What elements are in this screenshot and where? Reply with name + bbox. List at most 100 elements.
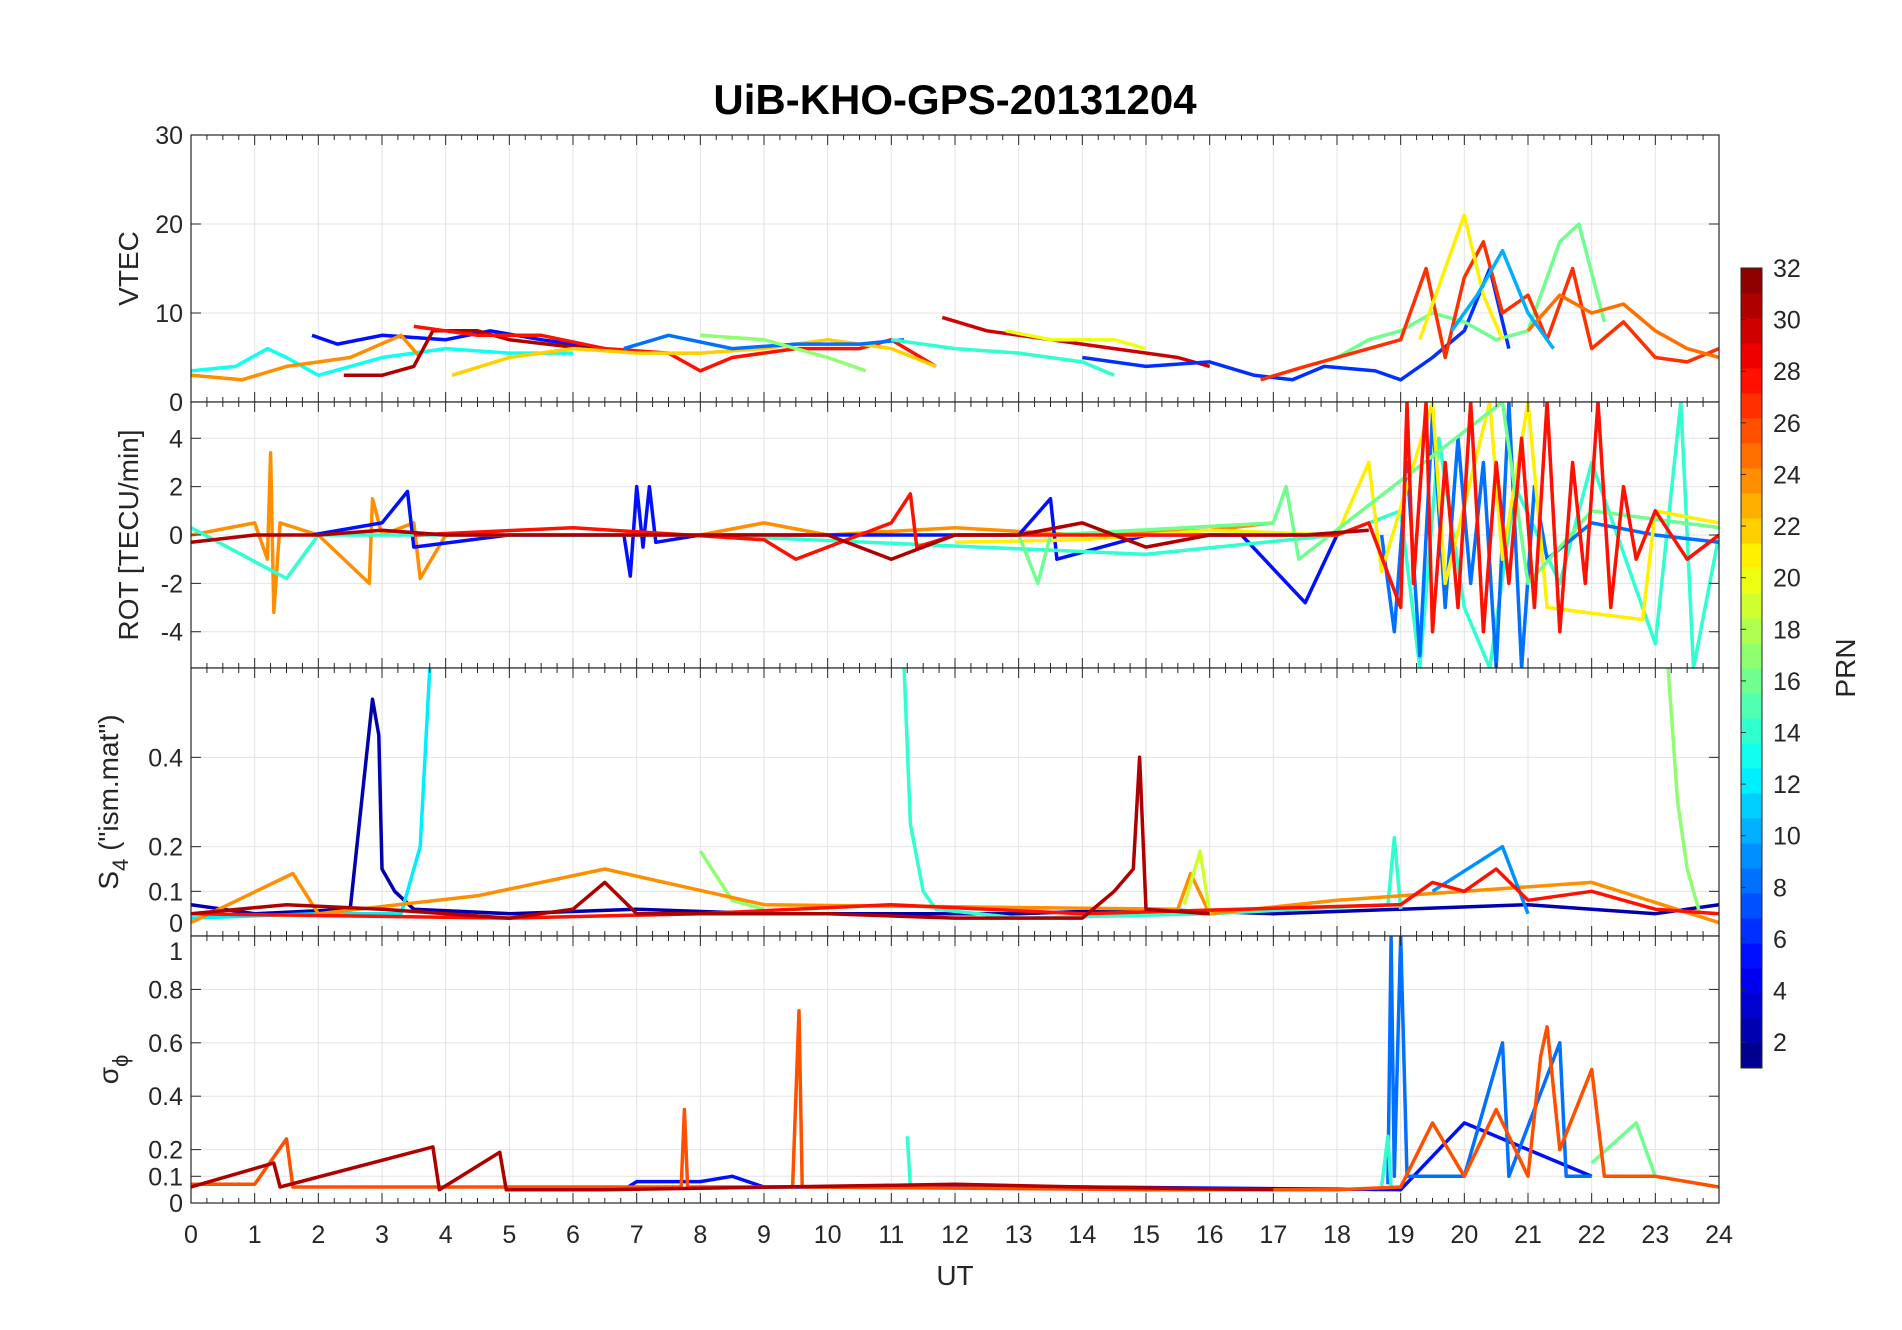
y-tick-label: 0.1 (148, 1163, 183, 1191)
y-tick-label: 0.4 (148, 1083, 183, 1111)
colorbar-swatch (1741, 843, 1762, 869)
y-tick-label: 20 (155, 211, 183, 239)
colorbar-tick-label: 14 (1773, 720, 1801, 748)
series-line-prn-21 (1418, 213, 1505, 341)
y-tick-label: 0.2 (148, 834, 183, 862)
y-tick-label: 0.6 (148, 1030, 183, 1058)
colorbar-swatch (1741, 393, 1762, 419)
colorbar-tick-label: 12 (1773, 771, 1801, 799)
x-tick-labels: 0 1 2 3 4 5 6 7 8 9 10 11 12 13 14 15 16 17 18 19 20 21 22 23 24 (184, 1221, 1733, 1249)
series-group (191, 936, 1719, 1192)
colorbar-label: PRN (1830, 638, 1861, 697)
series-line-prn-6 (1082, 266, 1511, 382)
y-axis-label: σϕ (93, 1055, 133, 1085)
colorbar-tick-label: 18 (1773, 616, 1801, 644)
x-tick-label: 22 (1578, 1221, 1606, 1249)
colorbar-swatch (1741, 793, 1762, 819)
series-line-prn-28 (413, 402, 1719, 634)
y-tick-label: 0 (169, 910, 183, 938)
x-tick-label: 3 (375, 1221, 389, 1249)
colorbar-tick-label: 24 (1773, 461, 1801, 489)
series-line-prn-25 (1526, 293, 1719, 360)
y-tick-label: 4 (169, 425, 183, 453)
series-line-prn-27 (1260, 240, 1719, 382)
colorbar-tick-label: 10 (1773, 823, 1801, 851)
colorbar-tick-label: 26 (1773, 410, 1801, 438)
series-line-prn-14 (905, 1136, 913, 1188)
colorbar-tick-label: 28 (1773, 358, 1801, 386)
series-line-prn-16 (1017, 402, 1719, 586)
y-tick-label: 0.2 (148, 1137, 183, 1165)
x-tick-label: 11 (878, 1221, 904, 1249)
colorbar-swatch (1741, 768, 1762, 794)
x-tick-label: 16 (1196, 1221, 1224, 1249)
y-axis-label: ROT [TECU/min] (113, 429, 144, 640)
y-label-subscript: ϕ (108, 1055, 133, 1067)
series-line-prn-5 (311, 329, 606, 351)
series-group (191, 402, 1719, 668)
series-line-prn-19 (1182, 849, 1212, 914)
y-tick-label: 0.4 (148, 744, 183, 772)
series-line-prn-16 (1336, 222, 1607, 360)
series-line-prn-13 (191, 346, 573, 378)
y-axis-label: VTEC (113, 231, 144, 306)
colorbar-swatch (1741, 643, 1762, 669)
y-axis-label: S4 ("ism.mat") (93, 714, 133, 889)
colorbar-swatch (1741, 893, 1762, 919)
colorbar-swatch (1741, 568, 1762, 594)
x-tick-label: 1 (248, 1221, 262, 1249)
x-axis-label: UT (936, 1260, 973, 1291)
y-tick-label: 0.1 (148, 878, 183, 906)
x-tick-label: 20 (1450, 1221, 1478, 1249)
colorbar-swatch (1741, 368, 1762, 394)
x-tick-label: 18 (1323, 1221, 1351, 1249)
x-tick-label: 9 (757, 1221, 771, 1249)
x-tick-label: 15 (1132, 1221, 1160, 1249)
colorbar-swatch (1741, 968, 1762, 994)
y-tick-label: -2 (161, 570, 183, 598)
colorbar-swatch (1741, 668, 1762, 694)
series-line-prn-17 (698, 850, 765, 911)
y-tick-label: 0 (169, 389, 183, 417)
x-tick-label: 19 (1387, 1221, 1415, 1249)
colorbar-swatch (1741, 468, 1762, 494)
y-label-subscript: 4 (108, 859, 133, 871)
x-tick-label: 14 (1068, 1221, 1096, 1249)
panel-0: 0 10 20 30 VTEC (113, 122, 1720, 417)
colorbar-swatch (1741, 543, 1762, 569)
series-line-prn-21 (954, 402, 1719, 622)
series-line-prn-31 (191, 1145, 1274, 1192)
colorbar-tick-label: 2 (1773, 1029, 1787, 1057)
y-label-main: VTEC (113, 231, 144, 306)
axes-box (190, 935, 1720, 1204)
colorbar-swatch (1741, 943, 1762, 969)
x-tick-label: 0 (184, 1221, 198, 1249)
x-tick-label: 17 (1259, 1221, 1287, 1249)
colorbar-tick-label: 22 (1773, 513, 1801, 541)
series-line-prn-14 (891, 337, 1115, 377)
y-tick-label: 0.8 (148, 976, 183, 1004)
colorbar-swatch (1741, 443, 1762, 469)
x-tick-label: 21 (1514, 1221, 1542, 1249)
colorbar-swatch (1741, 993, 1762, 1019)
colorbar-swatch (1741, 318, 1762, 344)
series-line-prn-31 (191, 755, 1210, 920)
y-tick-label: 30 (155, 122, 183, 150)
series-line-prn-17 (700, 333, 867, 373)
colorbar-swatch (1741, 618, 1762, 644)
panel-3: 00.10.2 0.4 0.6 0.8 1 σϕ (93, 935, 1720, 1218)
colorbar-swatch (1741, 293, 1762, 319)
colorbar-tick-label: 20 (1773, 565, 1801, 593)
colorbar-swatch (1741, 493, 1762, 519)
colorbar-tick-label: 16 (1773, 668, 1801, 696)
series-line-prn-24 (191, 451, 1274, 615)
colorbar-swatch (1741, 593, 1762, 619)
x-tick-label: 12 (941, 1221, 969, 1249)
colorbar-swatch (1741, 1043, 1762, 1069)
colorbar-border (1740, 267, 1763, 1069)
panel-1: -4 -2 0 2 4 ROT [TECU/min] (113, 401, 1720, 669)
series-group (191, 668, 1719, 925)
colorbar-swatch (1741, 268, 1762, 294)
